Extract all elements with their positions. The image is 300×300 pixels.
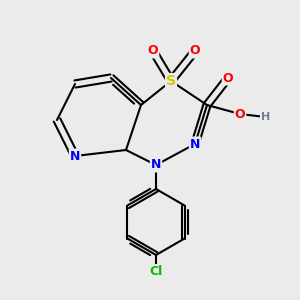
Text: O: O: [223, 71, 233, 85]
Text: O: O: [190, 44, 200, 58]
Text: N: N: [190, 137, 200, 151]
Text: N: N: [151, 158, 161, 172]
Text: Cl: Cl: [149, 265, 163, 278]
Text: S: S: [166, 74, 176, 88]
Text: N: N: [70, 149, 80, 163]
Text: H: H: [261, 112, 270, 122]
Text: O: O: [235, 107, 245, 121]
Text: O: O: [148, 44, 158, 58]
